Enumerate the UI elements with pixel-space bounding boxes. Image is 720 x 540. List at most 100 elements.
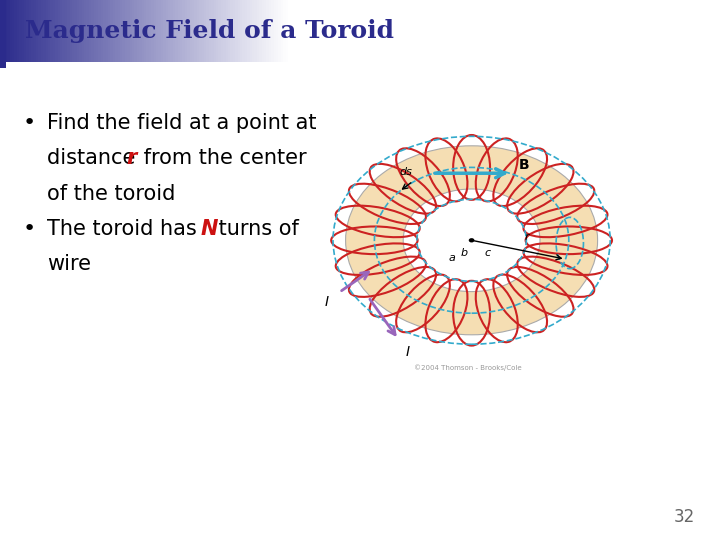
Bar <box>463 0 466 62</box>
Bar <box>281 0 283 62</box>
Bar <box>43 0 45 62</box>
Bar <box>391 0 394 62</box>
Bar <box>403 0 405 62</box>
Bar <box>492 0 495 62</box>
Bar <box>307 0 310 62</box>
Bar <box>475 0 477 62</box>
Bar <box>477 0 480 62</box>
Bar <box>394 0 396 62</box>
Bar <box>641 0 643 62</box>
Bar <box>384 0 387 62</box>
Bar <box>120 0 122 62</box>
Bar <box>286 0 288 62</box>
Bar <box>235 0 238 62</box>
Bar <box>696 0 698 62</box>
Bar <box>24 0 27 62</box>
Circle shape <box>469 238 474 242</box>
Bar <box>53 0 55 62</box>
Circle shape <box>403 189 540 292</box>
Bar <box>341 0 343 62</box>
Text: •: • <box>23 113 36 133</box>
Bar <box>564 0 567 62</box>
Text: Find the field at a point at: Find the field at a point at <box>47 113 316 133</box>
Bar <box>9 0 12 62</box>
Bar <box>432 0 434 62</box>
Bar <box>473 0 475 62</box>
Text: B: B <box>518 158 529 172</box>
Bar <box>77 0 79 62</box>
Bar <box>48 0 50 62</box>
Text: I: I <box>325 295 328 309</box>
Text: turns of: turns of <box>212 219 300 239</box>
Bar <box>387 0 389 62</box>
Bar <box>686 0 689 62</box>
Bar <box>300 0 302 62</box>
Bar <box>271 0 274 62</box>
Bar <box>79 0 81 62</box>
Bar <box>542 0 545 62</box>
Text: distance: distance <box>47 148 142 168</box>
Bar <box>456 0 459 62</box>
Bar <box>168 0 171 62</box>
Bar <box>513 0 516 62</box>
Bar <box>538 0 540 62</box>
Bar <box>713 0 715 62</box>
Bar <box>295 0 297 62</box>
Bar <box>698 0 701 62</box>
Bar <box>317 0 319 62</box>
Bar <box>454 0 456 62</box>
Bar <box>297 0 300 62</box>
Bar <box>336 0 338 62</box>
Bar <box>571 0 574 62</box>
Bar <box>626 0 629 62</box>
Bar <box>487 0 490 62</box>
Bar <box>358 0 360 62</box>
Bar <box>675 0 677 62</box>
Bar <box>679 0 682 62</box>
Bar <box>708 0 711 62</box>
Bar <box>351 0 353 62</box>
Bar <box>415 0 418 62</box>
Bar <box>113 0 115 62</box>
Bar <box>7 0 9 62</box>
Bar <box>389 0 391 62</box>
Bar <box>89 0 91 62</box>
Bar <box>405 0 408 62</box>
Bar <box>437 0 439 62</box>
Bar <box>665 0 667 62</box>
Bar <box>441 0 444 62</box>
Bar <box>324 0 326 62</box>
Bar <box>614 0 617 62</box>
Bar <box>207 0 209 62</box>
Bar <box>137 0 139 62</box>
Bar <box>646 0 648 62</box>
Bar <box>192 0 194 62</box>
Bar <box>142 0 144 62</box>
Bar <box>418 0 420 62</box>
Bar <box>607 0 610 62</box>
Bar <box>101 0 103 62</box>
Bar <box>526 0 528 62</box>
Bar <box>293 0 295 62</box>
Bar <box>600 0 603 62</box>
Bar <box>468 0 470 62</box>
Bar <box>425 0 427 62</box>
Bar <box>279 0 281 62</box>
Bar <box>682 0 684 62</box>
Bar <box>67 0 70 62</box>
Bar <box>144 0 146 62</box>
Bar <box>149 0 151 62</box>
Bar <box>672 0 675 62</box>
Bar <box>329 0 331 62</box>
Bar <box>353 0 355 62</box>
Bar <box>504 0 506 62</box>
Bar <box>60 0 63 62</box>
Bar <box>163 0 166 62</box>
Text: wire: wire <box>47 254 91 274</box>
Bar <box>459 0 461 62</box>
Bar <box>240 0 243 62</box>
Bar <box>499 0 502 62</box>
Bar <box>595 0 598 62</box>
Bar <box>574 0 576 62</box>
Bar <box>639 0 641 62</box>
